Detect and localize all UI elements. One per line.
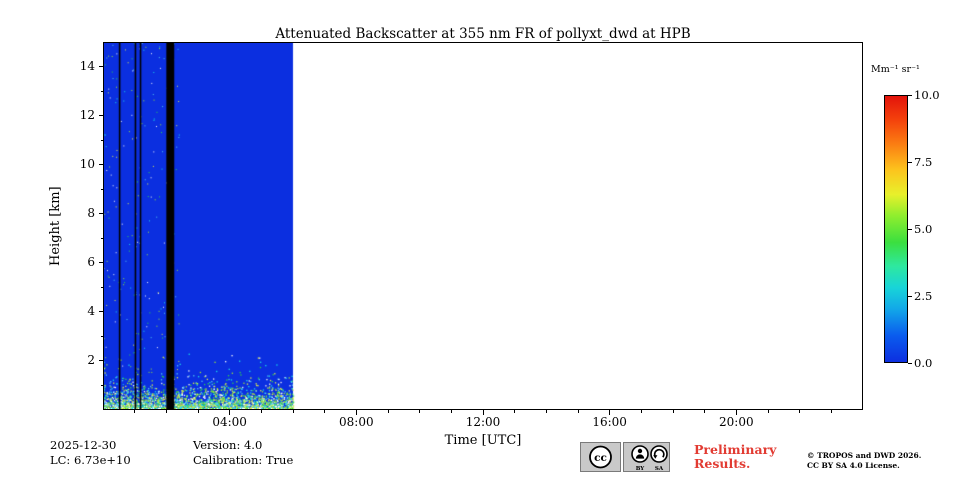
heatmap-canvas	[103, 42, 863, 410]
y-tick	[98, 311, 103, 313]
y-tick	[100, 286, 103, 288]
x-tick	[672, 410, 674, 413]
x-tick	[545, 410, 547, 413]
y-tick	[98, 164, 103, 166]
colorbar-tick-label: 7.5	[914, 154, 933, 169]
copyright-line1: © TROPOS and DWD 2026.	[807, 451, 922, 460]
copyright-note: © TROPOS and DWD 2026. CC BY SA 4.0 Lice…	[807, 451, 921, 470]
x-tick	[134, 410, 136, 413]
x-tick	[514, 410, 516, 413]
y-tick	[100, 384, 103, 386]
y-tick	[98, 213, 103, 215]
x-tick	[292, 410, 294, 413]
preliminary-line2: Results.	[694, 456, 751, 471]
y-tick-label: 8	[87, 205, 95, 220]
preliminary-results-note: Preliminary Results.	[694, 443, 776, 471]
y-tick-label: 2	[87, 352, 95, 367]
x-tick	[799, 410, 801, 413]
colorbar-tick-label: 5.0	[914, 221, 933, 236]
colorbar-tick-label: 0.0	[914, 355, 933, 370]
x-tick	[165, 410, 167, 413]
x-axis-label: Time [UTC]	[444, 433, 522, 448]
x-tick	[609, 410, 611, 415]
x-tick-label: 20:00	[719, 415, 754, 429]
x-tick-label: 12:00	[465, 415, 501, 429]
preliminary-line1: Preliminary	[694, 442, 777, 457]
y-tick	[100, 237, 103, 239]
x-tick	[324, 410, 326, 413]
cc-icon-text: cc	[594, 452, 607, 464]
plot-frame	[103, 42, 863, 410]
cc-icon: cc	[589, 445, 612, 469]
y-tick	[98, 262, 103, 264]
x-tick	[387, 410, 389, 413]
x-tick-label: 04:00	[212, 415, 247, 429]
calibration-text: Calibration: True	[193, 453, 294, 467]
y-tick	[100, 139, 103, 141]
x-tick	[640, 410, 642, 413]
colorbar	[884, 95, 908, 363]
x-tick	[577, 410, 579, 413]
y-tick-label: 12	[79, 107, 95, 122]
y-tick	[100, 188, 103, 190]
colorbar-tick	[908, 295, 912, 297]
cc-license-badge: cc BY SA	[580, 442, 670, 472]
x-tick	[767, 410, 769, 413]
colorbar-tick-label: 2.5	[914, 288, 933, 303]
y-tick	[100, 335, 103, 337]
x-tick	[450, 410, 452, 413]
y-tick-label: 4	[87, 303, 95, 318]
chart-title: Attenuated Backscatter at 355 nm FR of p…	[275, 26, 691, 42]
copyright-line2: CC BY SA 4.0 License.	[807, 460, 900, 470]
colorbar-unit-label: Mm⁻¹ sr⁻¹	[871, 64, 920, 75]
version-text: Version: 4.0	[193, 438, 263, 452]
x-tick	[704, 410, 706, 413]
y-tick-label: 6	[87, 254, 95, 269]
by-label: BY	[636, 466, 645, 472]
x-tick	[419, 410, 421, 413]
y-tick	[98, 66, 103, 68]
lidar-constant-text: LC: 6.73e+10	[50, 453, 131, 467]
x-tick-label: 16:00	[592, 415, 627, 429]
colorbar-tick-label: 10.0	[914, 87, 940, 102]
x-tick	[229, 410, 231, 415]
sa-arrow-icon	[650, 445, 668, 463]
colorbar-tick	[908, 362, 912, 364]
x-tick	[830, 410, 832, 413]
by-person-icon	[631, 445, 649, 463]
x-tick	[735, 410, 737, 415]
x-tick	[482, 410, 484, 415]
colorbar-tick	[908, 228, 912, 230]
x-tick	[260, 410, 262, 413]
x-tick	[355, 410, 357, 415]
colorbar-tick	[908, 94, 912, 96]
y-tick	[98, 360, 103, 362]
measurement-date: 2025-12-30	[50, 438, 117, 452]
y-tick	[98, 115, 103, 117]
x-tick-label: 08:00	[339, 415, 374, 429]
colorbar-tick	[908, 161, 912, 163]
x-tick	[197, 410, 199, 413]
sa-label: SA	[655, 466, 664, 472]
y-tick-label: 10	[79, 156, 95, 171]
y-tick-label: 14	[79, 58, 95, 73]
y-tick	[100, 90, 103, 92]
